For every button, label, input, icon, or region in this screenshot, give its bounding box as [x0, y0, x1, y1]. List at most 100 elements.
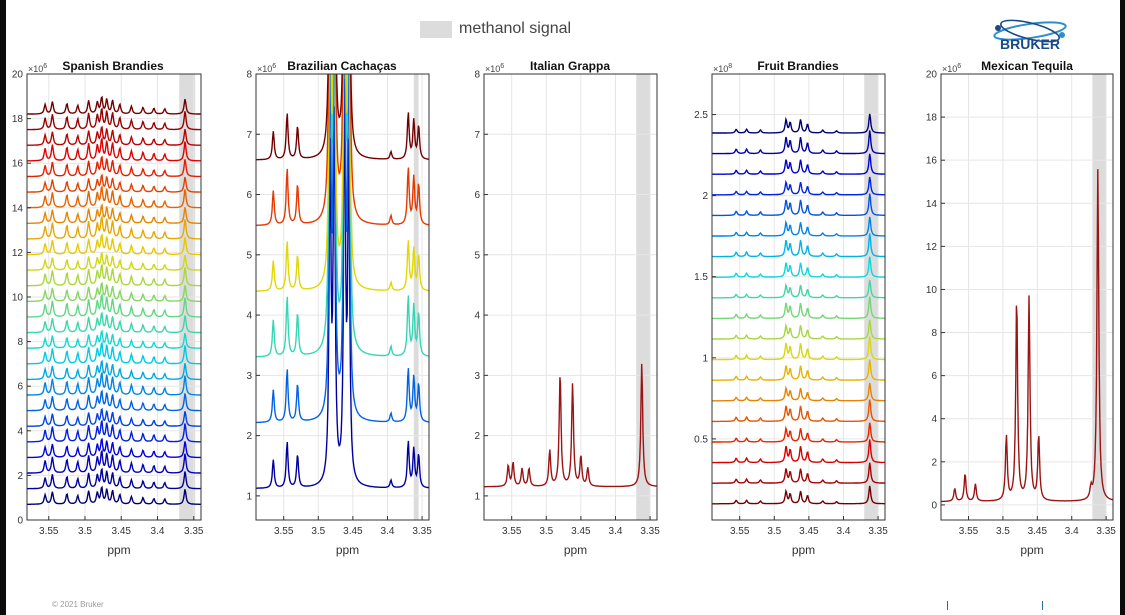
x-tick-label: 3.35	[1096, 526, 1116, 537]
spectrum-series	[712, 336, 885, 361]
y-tick-label: 7	[246, 130, 252, 141]
chart-panel: 3.55 3.5 3.45 3.4 3.35 1 2 3 4 5 6 7 8 ×106 Italian Gr…	[474, 59, 660, 557]
spectrum-series	[712, 233, 885, 258]
spectrum-series	[712, 113, 885, 134]
x-tick-label: 3.45	[1028, 526, 1048, 537]
y-tick-label: 2	[702, 191, 708, 202]
x-tick-label: 3.5	[311, 526, 325, 537]
copyright-text: © 2021 Bruker	[52, 600, 104, 609]
y-tick-label: 12	[926, 242, 938, 253]
x-tick-label: 3.4	[381, 526, 395, 537]
axis-exponent-power: 6	[500, 63, 504, 70]
bruker-logo: BRUKER	[980, 19, 1080, 56]
axes-box	[483, 73, 658, 521]
spectrum-series	[712, 439, 885, 464]
y-tick-label: 16	[12, 159, 24, 170]
x-tick-label: 3.4	[1065, 526, 1079, 537]
x-tick-label: 3.5	[767, 526, 781, 537]
y-tick-label: 1	[474, 491, 480, 502]
y-tick-label: 4	[474, 311, 480, 322]
x-tick-label: 3.5	[78, 526, 92, 537]
spectrum-series	[27, 107, 201, 131]
y-tick-label: 2	[246, 431, 252, 442]
axes-box	[711, 73, 886, 521]
spectrum-series	[712, 216, 885, 237]
y-tick-label: 4	[246, 311, 252, 322]
x-tick-label: 3.55	[730, 526, 750, 537]
y-tick-label: 4	[17, 426, 23, 437]
spectrum-series	[27, 485, 201, 505]
axis-exponent: ×106	[485, 63, 504, 74]
x-axis-label: ppm	[792, 543, 815, 557]
spectrum-series	[27, 329, 201, 349]
y-tick-label: 20	[926, 70, 938, 81]
spectrum-series	[484, 363, 657, 488]
y-tick-label: 1.5	[694, 272, 708, 283]
y-tick-label: 18	[12, 114, 24, 125]
chart-title: Italian Grappa	[530, 59, 610, 73]
bruker-logo-graphic: BRUKER	[993, 19, 1067, 52]
spectrum-series	[712, 422, 885, 443]
y-tick-label: 6	[931, 371, 937, 382]
y-tick-label: 1	[702, 353, 708, 364]
spectrum-series	[712, 279, 885, 299]
spectrum-series	[27, 371, 201, 396]
spectrum-series	[27, 203, 201, 224]
y-tick-label: 14	[926, 199, 938, 210]
chart-title: Fruit Brandies	[757, 59, 839, 73]
axis-exponent-power: 6	[43, 63, 47, 70]
y-tick-label: 8	[246, 70, 252, 81]
y-tick-label: 8	[17, 337, 23, 348]
spectrum-series	[256, 74, 429, 226]
spectrum-series	[27, 311, 201, 334]
legend-swatch	[420, 20, 452, 38]
spectra-lines	[484, 363, 657, 488]
spectrum-series	[712, 193, 885, 217]
x-tick-label: 3.55	[274, 526, 294, 537]
y-tick-label: 2.5	[694, 110, 708, 121]
spectrum-series	[27, 155, 201, 178]
x-axis-label: ppm	[107, 543, 130, 557]
spectrum-series	[27, 389, 201, 412]
y-tick-label: 6	[17, 382, 23, 393]
y-tick-label: 1	[246, 491, 252, 502]
x-axis-label: ppm	[1020, 543, 1043, 557]
chart-title: Brazilian Cachaças	[287, 59, 397, 73]
spectra-lines	[27, 95, 201, 505]
spectra-lines	[712, 113, 885, 505]
spectrum-series	[27, 407, 201, 427]
x-tick-label: 3.55	[959, 526, 979, 537]
axis-exponent: ×106	[942, 63, 961, 74]
axis-exponent-power: 8	[728, 63, 732, 70]
chart-title: Mexican Tequila	[981, 59, 1073, 73]
spectrum-series	[27, 173, 201, 193]
y-tick-label: 3	[474, 371, 480, 382]
spectrum-series	[27, 359, 201, 381]
legend-label: methanol signal	[459, 20, 572, 37]
y-tick-label: 6	[246, 190, 252, 201]
axis-exponent: ×106	[257, 63, 276, 74]
y-tick-label: 5	[474, 250, 480, 261]
axis-exponent-power: 6	[272, 63, 276, 70]
spectrum-series	[27, 251, 201, 271]
spectrum-series	[27, 437, 201, 459]
spectrum-series	[27, 281, 201, 303]
footer-tick-mark	[1042, 601, 1043, 610]
spectrum-series	[712, 485, 885, 505]
spectrum-series	[27, 293, 201, 318]
y-tick-label: 0.5	[694, 434, 708, 445]
chart-panel: 3.55 3.5 3.45 3.4 3.35 0 2 4 6 8 10 12 14 16 18 20 ×106 S…	[12, 59, 204, 557]
y-tick-label: 2	[17, 471, 23, 482]
spectrum-series	[712, 296, 885, 320]
y-tick-label: 8	[474, 70, 480, 81]
spectra-lines	[256, 74, 429, 489]
y-tick-label: 18	[926, 113, 938, 124]
spectrum-series	[27, 467, 201, 490]
spectrum-series	[27, 95, 201, 115]
x-tick-label: 3.4	[609, 526, 623, 537]
x-tick-label: 3.45	[112, 526, 132, 537]
spectrum-series	[712, 176, 885, 196]
plot-area	[484, 74, 657, 520]
methanol-band	[864, 74, 879, 520]
y-tick-label: 0	[931, 500, 937, 511]
